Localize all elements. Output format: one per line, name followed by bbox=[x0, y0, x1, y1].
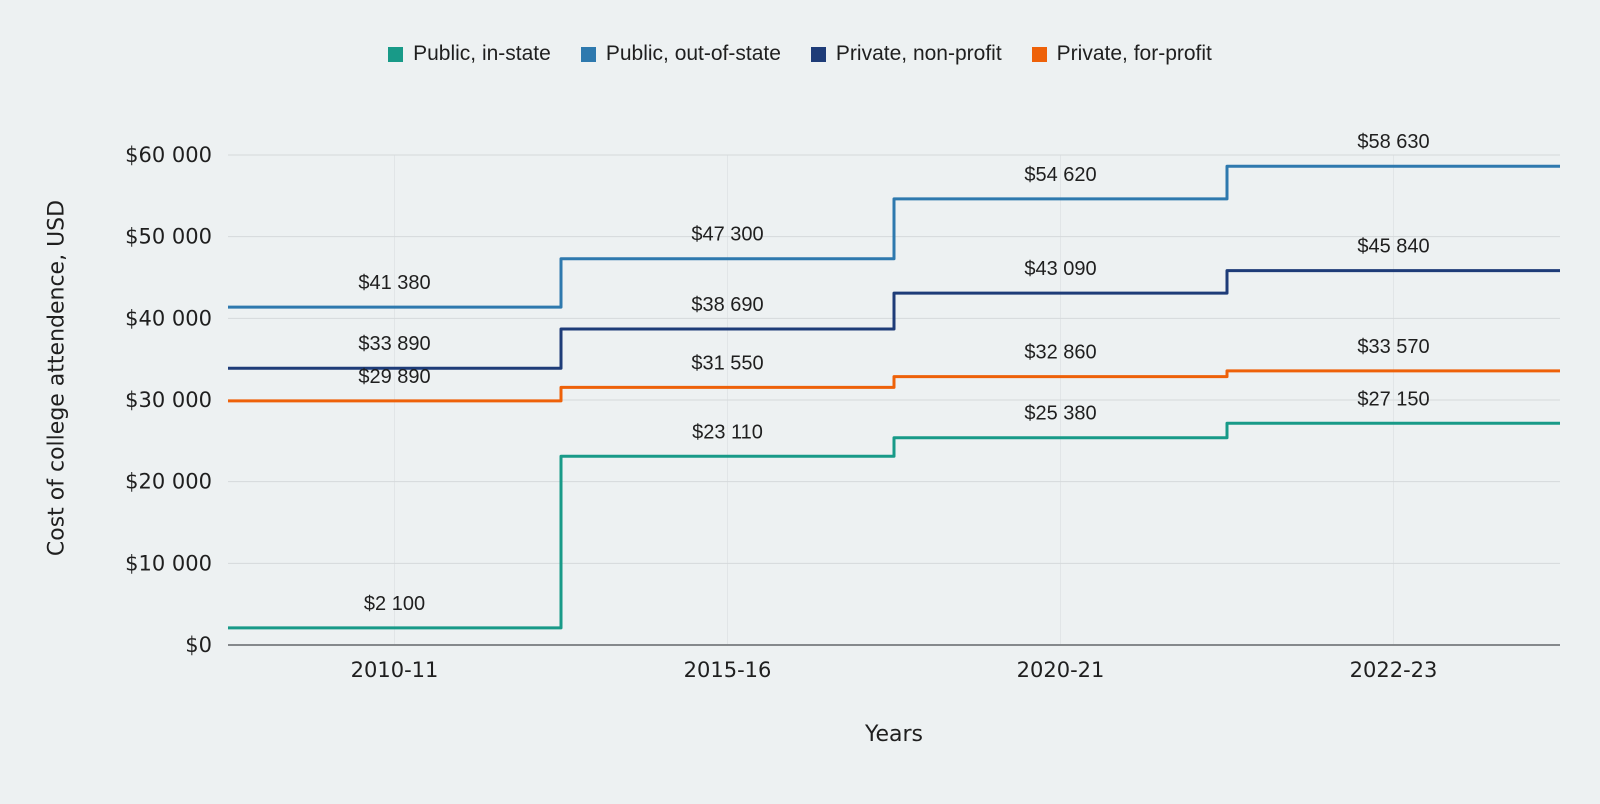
legend-swatch-icon bbox=[388, 46, 404, 62]
x-tick-label: 2010-11 bbox=[351, 658, 439, 682]
legend-swatch-icon bbox=[1031, 46, 1047, 62]
legend-swatch-icon bbox=[580, 46, 596, 62]
data-label: $33 890 bbox=[358, 333, 430, 355]
series-line-public-out-of-state bbox=[228, 164, 1560, 309]
legend-item-label: Private, non-profit bbox=[835, 42, 1002, 65]
data-label: $25 380 bbox=[1024, 403, 1096, 425]
data-label: $54 620 bbox=[1024, 164, 1096, 186]
legend-item-label: Public, out-of-state bbox=[605, 42, 781, 65]
data-label: $29 890 bbox=[358, 366, 430, 388]
chart-legend: Public, in-state Public, out-of-state Priv… bbox=[0, 42, 1600, 66]
y-tick-label: $60 000 bbox=[125, 143, 212, 167]
data-label: $2 100 bbox=[364, 593, 425, 615]
x-axis-title: Years bbox=[864, 722, 924, 747]
legend-item-public-in-state: Public, in-state bbox=[388, 42, 551, 66]
y-tick-label: $40 000 bbox=[125, 306, 212, 330]
data-label: $38 690 bbox=[691, 294, 763, 316]
y-tick-label: $50 000 bbox=[125, 225, 212, 249]
data-label: $31 550 bbox=[691, 352, 763, 374]
legend-item-label: Private, for-profit bbox=[1056, 42, 1212, 65]
series-line-public-in-state bbox=[228, 421, 1560, 630]
data-label: $27 150 bbox=[1357, 388, 1429, 410]
series-line-private-for-profit bbox=[228, 369, 1560, 403]
legend-item-public-out-of-state: Public, out-of-state bbox=[580, 42, 781, 66]
legend-item-label: Public, in-state bbox=[413, 42, 551, 65]
data-label: $43 090 bbox=[1024, 258, 1096, 280]
x-tick-label: 2022-23 bbox=[1350, 658, 1438, 682]
y-tick-label: $0 bbox=[185, 633, 212, 657]
data-label: $33 570 bbox=[1357, 336, 1429, 358]
y-tick-label: $30 000 bbox=[125, 388, 212, 412]
x-tick-label: 2020-21 bbox=[1017, 658, 1105, 682]
legend-item-private-for-profit: Private, for-profit bbox=[1031, 42, 1212, 66]
y-tick-label: $20 000 bbox=[125, 470, 212, 494]
y-axis-title: Cost of college attendence, USD bbox=[44, 199, 70, 557]
data-label: $41 380 bbox=[358, 272, 430, 294]
data-label: $45 840 bbox=[1357, 236, 1429, 258]
data-label: $47 300 bbox=[691, 224, 763, 246]
legend-item-private-non-profit: Private, non-profit bbox=[810, 42, 1002, 66]
y-tick-label: $10 000 bbox=[125, 551, 212, 575]
data-label: $23 110 bbox=[692, 421, 763, 443]
series-line-private-non-profit bbox=[228, 269, 1560, 370]
data-label: $58 630 bbox=[1357, 131, 1429, 153]
legend-swatch-icon bbox=[810, 46, 826, 62]
data-label: $32 860 bbox=[1024, 342, 1096, 364]
x-tick-label: 2015-16 bbox=[684, 658, 772, 682]
